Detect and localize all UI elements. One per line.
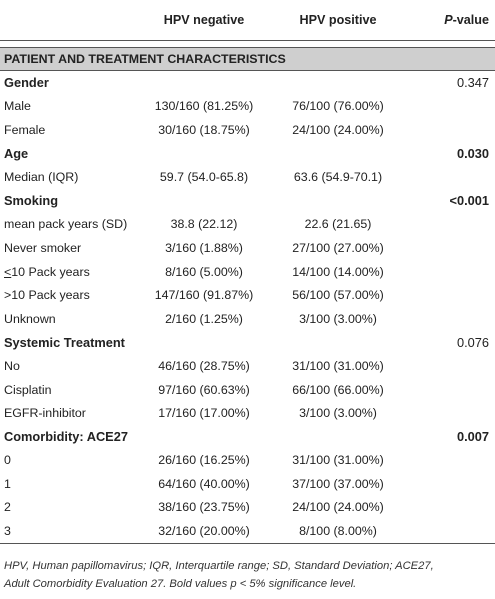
- cell-hpv-negative: 147/160 (91.87%): [154, 288, 254, 303]
- cell-hpv-negative: 130/160 (81.25%): [154, 99, 254, 114]
- row-label: 2: [4, 500, 11, 515]
- row-label: Male: [4, 99, 31, 114]
- cell-hpv-negative: 32/160 (20.00%): [142, 519, 266, 544]
- row-label-text: 10 Pack years: [11, 264, 90, 279]
- table-footnote: HPV, Human papillomavirus; IQR, Interqua…: [4, 557, 492, 593]
- group-label: Age: [4, 146, 29, 162]
- cell-hpv-positive: 8/100 (8.00%): [266, 519, 410, 544]
- cell-hpv-negative: 59.7 (54.0-65.8): [159, 170, 249, 185]
- cell-hpv-positive: 63.6 (54.9-70.1): [293, 170, 383, 185]
- group-label: Systemic Treatment: [4, 334, 125, 350]
- cell-hpv-positive: 27/100 (27.00%): [292, 240, 384, 255]
- row-label: 1: [4, 476, 11, 491]
- group-row-age: Age 0.030: [0, 142, 495, 166]
- row-label: 0: [4, 453, 11, 468]
- cell-hpv-positive: 24/100 (24.00%): [292, 500, 384, 515]
- group-row-smoking: Smoking <0.001: [0, 189, 495, 213]
- group-p-value: 0.076: [456, 334, 489, 350]
- row-label: No: [4, 358, 20, 373]
- cell-hpv-positive: 31/100 (31.00%): [292, 358, 384, 373]
- header-p-rest: -value: [452, 13, 489, 27]
- cell-hpv-negative: 26/160 (16.25%): [158, 453, 250, 468]
- cell-hpv-positive: 76/100 (76.00%): [292, 99, 384, 114]
- table-row: Male 130/160 (81.25%) 76/100 (76.00%): [0, 95, 495, 119]
- cell-hpv-negative: 3/160 (1.88%): [165, 240, 243, 255]
- group-row-gender: Gender 0.347: [0, 71, 495, 95]
- group-label: Smoking: [4, 193, 59, 209]
- table-row: Unknown 2/160 (1.25%) 3/100 (3.00%): [0, 307, 495, 331]
- cell-hpv-negative: 46/160 (28.75%): [158, 358, 250, 373]
- table-row: Never smoker 3/160 (1.88%) 27/100 (27.00…: [0, 236, 495, 260]
- cell-hpv-negative: 38/160 (23.75%): [158, 500, 250, 515]
- cell-hpv-positive: 22.6 (21.65): [304, 217, 372, 232]
- row-label: 3: [0, 519, 142, 544]
- cell-hpv-positive: 3/100 (3.00%): [299, 406, 377, 421]
- table-row: Median (IQR) 59.7 (54.0-65.8) 63.6 (54.9…: [0, 165, 495, 189]
- group-row-systemic-treatment: Systemic Treatment 0.076: [0, 331, 495, 355]
- table-row: <10 Pack years 8/160 (5.00%) 14/100 (14.…: [0, 260, 495, 284]
- group-row-comorbidity: Comorbidity: ACE27 0.007: [0, 425, 495, 449]
- table-row: mean pack years (SD) 38.8 (22.12) 22.6 (…: [0, 213, 495, 237]
- cell-hpv-negative: 38.8 (22.12): [170, 217, 238, 232]
- cell-hpv-positive: 56/100 (57.00%): [292, 288, 384, 303]
- footnote-line-1: HPV, Human papillomavirus; IQR, Interqua…: [4, 560, 434, 572]
- group-p-value: 0.007: [456, 429, 489, 445]
- header-hpv-positive: HPV positive: [266, 0, 410, 41]
- less-equal-symbol: <: [4, 264, 12, 279]
- row-label: >10 Pack years: [0, 283, 142, 307]
- footnote-line-2: Adult Comorbidity Evaluation 27. Bold va…: [4, 578, 357, 590]
- table-header-row: HPV negative HPV positive P-value: [0, 0, 495, 41]
- row-label-text: 10 Pack years: [11, 288, 90, 303]
- cell-hpv-negative: 97/160 (60.63%): [158, 382, 250, 397]
- cell-hpv-negative: 2/160 (1.25%): [165, 311, 243, 326]
- header-p-italic: P: [444, 13, 453, 27]
- header-blank: [0, 0, 142, 41]
- table-row: 0 26/160 (16.25%) 31/100 (31.00%): [0, 449, 495, 473]
- row-label: Median (IQR): [4, 170, 79, 185]
- group-p-value: <0.001: [449, 193, 490, 209]
- table-row: >10 Pack years 147/160 (91.87%) 56/100 (…: [0, 283, 495, 307]
- table-row: 3 32/160 (20.00%) 8/100 (8.00%): [0, 519, 495, 544]
- table-row: 1 64/160 (40.00%) 37/100 (37.00%): [0, 472, 495, 496]
- table-row: EGFR-inhibitor 17/160 (17.00%) 3/100 (3.…: [0, 401, 495, 425]
- table-row: Cisplatin 97/160 (60.63%) 66/100 (66.00%…: [0, 378, 495, 402]
- cell-hpv-negative: 8/160 (5.00%): [165, 264, 243, 279]
- header-p-value: P-value: [410, 0, 495, 41]
- cell-hpv-positive: 24/100 (24.00%): [292, 122, 384, 137]
- group-p-value: 0.030: [456, 146, 489, 162]
- row-label: mean pack years (SD): [4, 217, 128, 232]
- characteristics-table: HPV negative HPV positive P-value PATIEN…: [0, 0, 495, 544]
- row-label: <10 Pack years: [0, 260, 142, 284]
- cell-hpv-negative: 64/160 (40.00%): [158, 476, 250, 491]
- group-label: Comorbidity: ACE27: [4, 429, 128, 445]
- group-label: Gender: [4, 75, 49, 91]
- table-row: 2 38/160 (23.75%) 24/100 (24.00%): [0, 496, 495, 520]
- greater-than-symbol: >: [4, 288, 12, 303]
- row-label: Unknown: [4, 311, 56, 326]
- section-title: PATIENT AND TREATMENT CHARACTERISTICS: [0, 47, 495, 71]
- row-label: Cisplatin: [4, 382, 52, 397]
- cell-hpv-negative: 17/160 (17.00%): [158, 406, 250, 421]
- row-label: Female: [4, 122, 46, 137]
- header-hpv-negative: HPV negative: [142, 0, 266, 41]
- row-label: EGFR-inhibitor: [4, 406, 86, 421]
- table-row: Female 30/160 (18.75%) 24/100 (24.00%): [0, 118, 495, 142]
- row-label: Never smoker: [4, 240, 82, 255]
- cell-hpv-positive: 31/100 (31.00%): [292, 453, 384, 468]
- section-header-row: PATIENT AND TREATMENT CHARACTERISTICS: [0, 47, 495, 71]
- cell-hpv-positive: 14/100 (14.00%): [292, 264, 384, 279]
- cell-hpv-positive: 3/100 (3.00%): [299, 311, 377, 326]
- cell-hpv-positive: 37/100 (37.00%): [292, 476, 384, 491]
- table-row: No 46/160 (28.75%) 31/100 (31.00%): [0, 354, 495, 378]
- group-p-value: 0.347: [456, 75, 489, 91]
- cell-hpv-negative: 30/160 (18.75%): [158, 122, 250, 137]
- cell-hpv-positive: 66/100 (66.00%): [292, 382, 384, 397]
